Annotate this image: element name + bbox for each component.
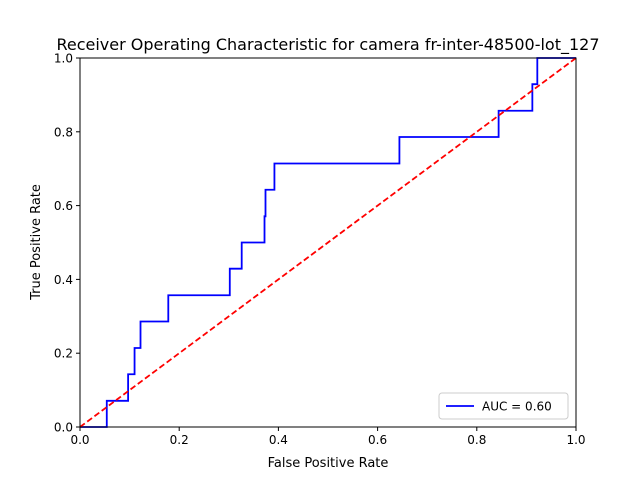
- y-tick-label: 0.2: [54, 347, 73, 361]
- y-tick-label: 0.0: [54, 421, 73, 435]
- x-axis-label: False Positive Rate: [268, 456, 389, 471]
- y-tick-label: 0.4: [54, 273, 73, 287]
- roc-curve-line: [80, 57, 576, 428]
- legend: AUC = 0.60: [438, 392, 569, 420]
- y-tick-label: 1.0: [54, 52, 73, 66]
- y-tick-label: 0.6: [54, 199, 73, 213]
- chance-diagonal-line: [79, 57, 577, 428]
- x-tick-label: 0.4: [269, 433, 288, 447]
- chart-title: Receiver Operating Characteristic for ca…: [56, 35, 599, 55]
- x-tick-label: 0.8: [467, 433, 486, 447]
- y-axis-label: True Positive Rate: [29, 184, 44, 301]
- x-tick-label: 0.2: [170, 433, 189, 447]
- x-tick-label: 0.0: [70, 433, 89, 447]
- x-tick-label: 0.6: [368, 433, 387, 447]
- x-axis-ticks: 0.0 0.2 0.4 0.6 0.8 1.0: [70, 427, 586, 447]
- y-tick-label: 0.8: [54, 125, 73, 139]
- y-axis-ticks: 0.0 0.2 0.4 0.6 0.8 1.0: [54, 52, 80, 435]
- legend-label: AUC = 0.60: [482, 400, 552, 414]
- axes-frame: [79, 57, 577, 428]
- legend-box: [438, 392, 569, 420]
- x-tick-label: 1.0: [566, 433, 585, 447]
- plot-area: [79, 57, 577, 428]
